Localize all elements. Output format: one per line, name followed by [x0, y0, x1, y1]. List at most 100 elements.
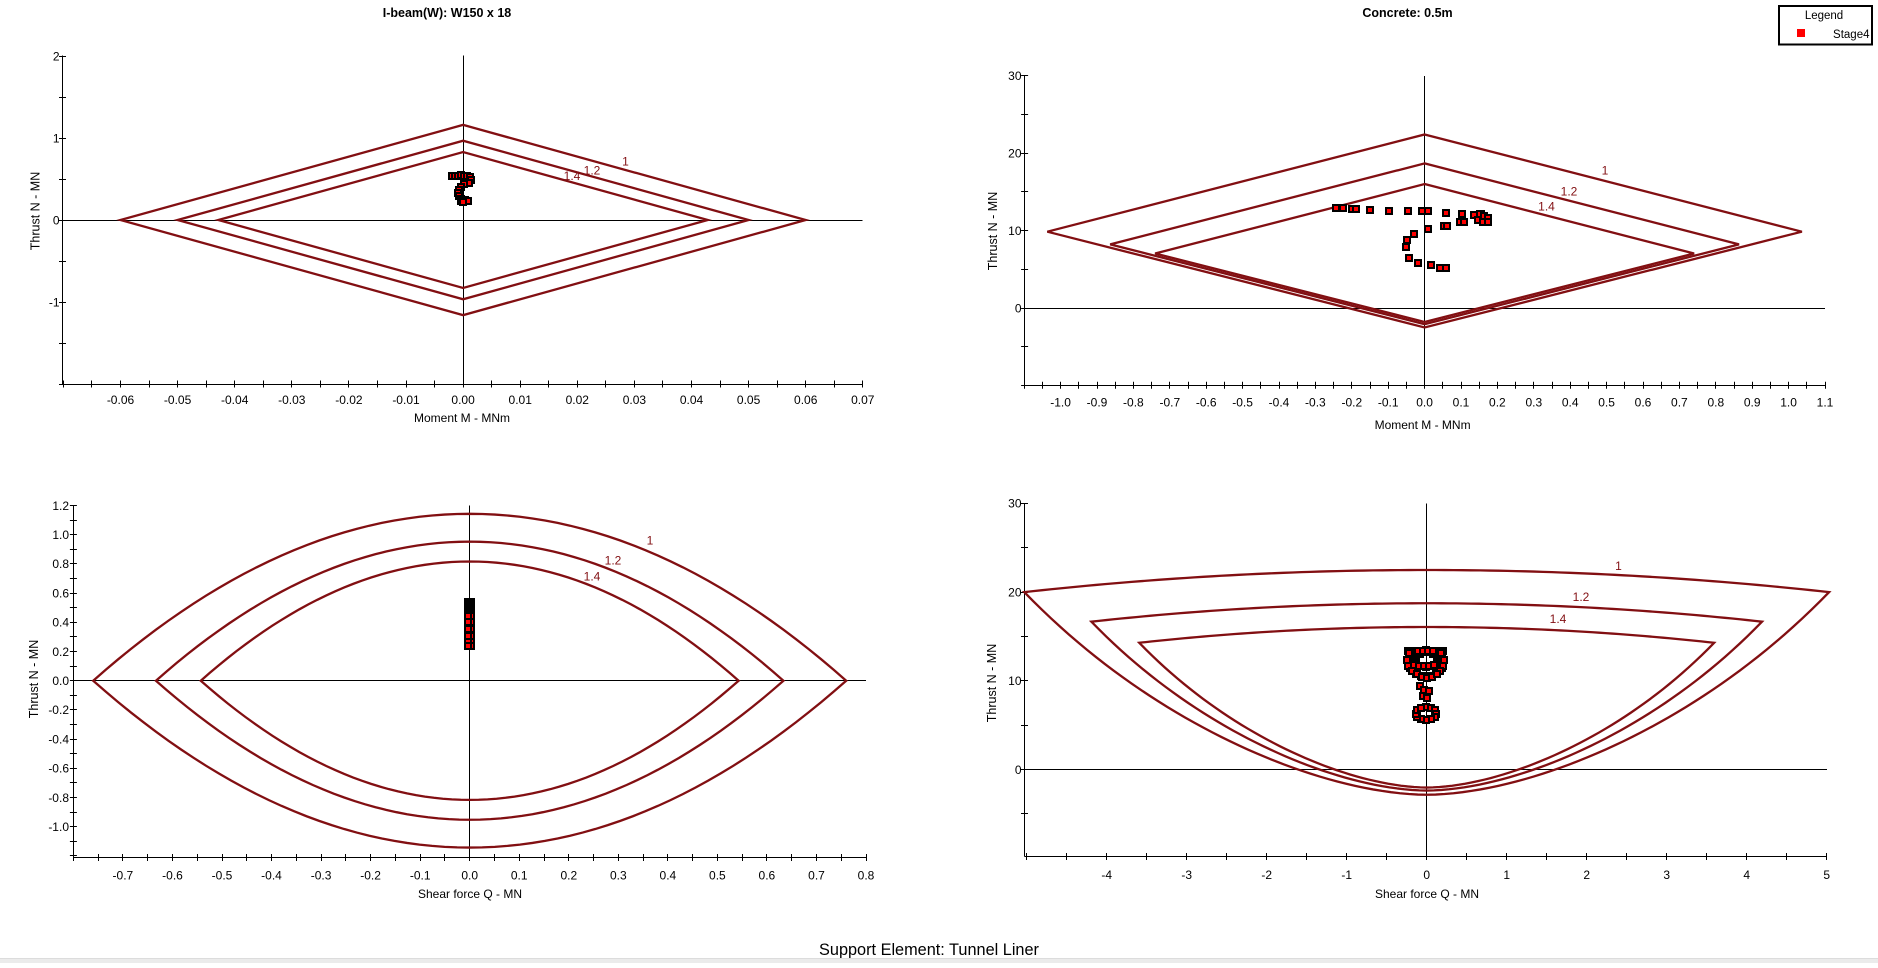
svg-text:0.4: 0.4 [52, 616, 69, 630]
svg-text:-0.9: -0.9 [1087, 396, 1108, 410]
svg-text:0.00: 0.00 [451, 393, 475, 407]
svg-text:Legend: Legend [1805, 10, 1843, 22]
svg-text:1.4: 1.4 [564, 169, 581, 183]
svg-text:1.1: 1.1 [1817, 396, 1834, 410]
svg-text:-0.8: -0.8 [48, 791, 69, 805]
svg-text:Support Element: Tunnel Liner: Support Element: Tunnel Liner [819, 941, 1040, 959]
svg-text:0.04: 0.04 [680, 393, 704, 407]
svg-text:0: 0 [1423, 868, 1430, 882]
svg-text:1.2: 1.2 [52, 499, 69, 513]
svg-text:Thrust N - MN: Thrust N - MN [29, 172, 43, 250]
svg-text:20: 20 [1008, 585, 1022, 599]
svg-text:-1.0: -1.0 [1050, 396, 1071, 410]
svg-text:1.4: 1.4 [1538, 199, 1555, 213]
svg-text:30: 30 [1008, 69, 1022, 83]
svg-text:1: 1 [1602, 163, 1609, 177]
svg-text:-1.0: -1.0 [48, 820, 69, 834]
svg-text:10: 10 [1008, 674, 1022, 688]
svg-text:0.8: 0.8 [858, 869, 875, 883]
svg-text:1: 1 [622, 155, 629, 169]
svg-text:1.2: 1.2 [1561, 184, 1578, 198]
svg-text:Stage4: Stage4 [1833, 29, 1870, 41]
svg-text:-0.6: -0.6 [162, 869, 183, 883]
svg-text:-0.7: -0.7 [113, 869, 134, 883]
svg-text:0.3: 0.3 [1525, 396, 1542, 410]
svg-text:0.0: 0.0 [1416, 396, 1433, 410]
svg-text:0.5: 0.5 [1598, 396, 1615, 410]
svg-text:Shear force Q - MN: Shear force Q - MN [1375, 887, 1479, 901]
svg-text:1.2: 1.2 [605, 553, 622, 567]
svg-text:0.2: 0.2 [560, 869, 577, 883]
svg-text:0.2: 0.2 [52, 645, 69, 659]
svg-text:0.8: 0.8 [52, 557, 69, 571]
svg-text:0.06: 0.06 [794, 393, 818, 407]
svg-text:-0.5: -0.5 [1232, 396, 1253, 410]
svg-text:-1: -1 [49, 295, 60, 309]
svg-text:0.0: 0.0 [461, 869, 478, 883]
svg-text:2: 2 [53, 49, 60, 63]
svg-text:0.2: 0.2 [1489, 396, 1506, 410]
svg-text:0.1: 0.1 [1453, 396, 1470, 410]
svg-text:0.01: 0.01 [509, 393, 533, 407]
svg-text:-0.03: -0.03 [278, 393, 306, 407]
svg-text:30: 30 [1008, 497, 1022, 511]
svg-text:-0.7: -0.7 [1159, 396, 1180, 410]
svg-text:0.5: 0.5 [709, 869, 726, 883]
svg-text:0: 0 [1015, 763, 1022, 777]
svg-text:0.3: 0.3 [610, 869, 627, 883]
svg-text:0.7: 0.7 [808, 869, 825, 883]
svg-text:0: 0 [1015, 301, 1022, 315]
svg-text:-0.4: -0.4 [48, 732, 69, 746]
svg-text:5: 5 [1823, 868, 1830, 882]
svg-text:-0.2: -0.2 [1341, 396, 1362, 410]
svg-text:-0.2: -0.2 [48, 703, 69, 717]
svg-text:10: 10 [1008, 224, 1022, 238]
svg-text:0.8: 0.8 [1707, 396, 1724, 410]
svg-text:-1: -1 [1341, 868, 1352, 882]
svg-text:0.4: 0.4 [660, 869, 677, 883]
svg-text:1.0: 1.0 [1780, 396, 1797, 410]
svg-text:-0.3: -0.3 [311, 869, 332, 883]
svg-text:1: 1 [1503, 868, 1510, 882]
svg-text:-0.8: -0.8 [1123, 396, 1144, 410]
svg-text:0.1: 0.1 [511, 869, 528, 883]
svg-text:0.05: 0.05 [737, 393, 761, 407]
svg-text:4: 4 [1743, 868, 1750, 882]
svg-text:-0.05: -0.05 [164, 393, 192, 407]
svg-text:-2: -2 [1261, 868, 1272, 882]
svg-text:3: 3 [1663, 868, 1670, 882]
svg-text:Moment M - MNm: Moment M - MNm [414, 411, 510, 425]
svg-text:-0.04: -0.04 [221, 393, 249, 407]
svg-text:20: 20 [1008, 147, 1022, 161]
svg-text:1: 1 [647, 533, 654, 547]
svg-text:0.6: 0.6 [52, 586, 69, 600]
svg-text:-0.02: -0.02 [335, 393, 363, 407]
svg-text:Shear force Q - MN: Shear force Q - MN [418, 887, 522, 901]
svg-text:-0.6: -0.6 [1196, 396, 1217, 410]
svg-text:-4: -4 [1101, 868, 1112, 882]
svg-text:-0.4: -0.4 [261, 869, 282, 883]
svg-text:1.2: 1.2 [584, 164, 601, 178]
svg-text:0.7: 0.7 [1671, 396, 1688, 410]
svg-text:0: 0 [53, 213, 60, 227]
svg-text:0.9: 0.9 [1744, 396, 1761, 410]
svg-text:-3: -3 [1181, 868, 1192, 882]
svg-text:Concrete: 0.5m: Concrete: 0.5m [1362, 6, 1452, 20]
svg-text:0.02: 0.02 [566, 393, 590, 407]
svg-text:1.4: 1.4 [1550, 612, 1567, 626]
svg-text:1.0: 1.0 [52, 528, 69, 542]
svg-text:0.4: 0.4 [1562, 396, 1579, 410]
svg-text:0.03: 0.03 [623, 393, 647, 407]
svg-text:-0.3: -0.3 [1305, 396, 1326, 410]
svg-text:1.4: 1.4 [584, 569, 601, 583]
svg-text:-0.2: -0.2 [360, 869, 381, 883]
svg-text:-0.5: -0.5 [212, 869, 233, 883]
svg-text:1.2: 1.2 [1573, 590, 1590, 604]
svg-text:Thrust N - MN: Thrust N - MN [27, 640, 41, 718]
svg-text:-0.4: -0.4 [1269, 396, 1290, 410]
svg-text:0.6: 0.6 [1635, 396, 1652, 410]
svg-text:-0.1: -0.1 [1378, 396, 1399, 410]
svg-text:0.07: 0.07 [851, 393, 875, 407]
svg-text:-0.01: -0.01 [392, 393, 420, 407]
svg-text:1: 1 [53, 131, 60, 145]
